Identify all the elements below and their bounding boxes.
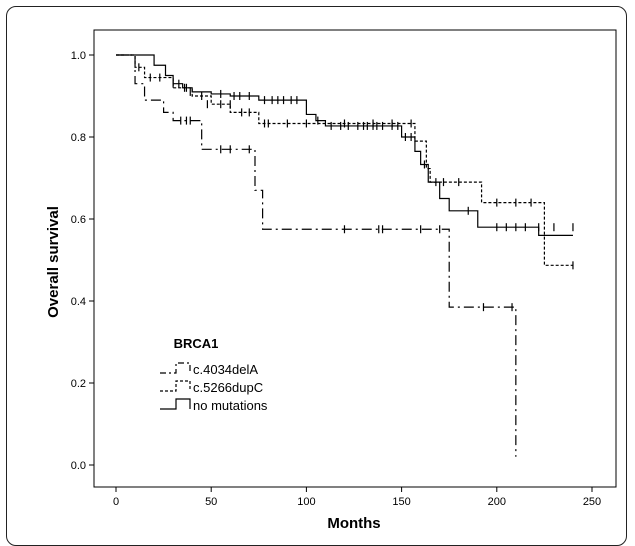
x-tick-label: 100 (297, 496, 315, 508)
series-line-c-5266dupc (116, 54, 573, 266)
legend-label: c.4034delA (193, 362, 258, 377)
series-line-c-4034dela (116, 54, 517, 457)
legend: BRCA1 c.4034delA c.5266dupC no mutations (160, 336, 268, 413)
y-tick-label: 0.8 (71, 132, 86, 144)
x-tick-label: 250 (583, 496, 601, 508)
y-tick-label: 0.0 (71, 460, 86, 472)
y-axis-title: Overall survival (45, 206, 62, 318)
x-tick-label: 200 (488, 496, 506, 508)
y-tick-label: 0.4 (71, 296, 86, 308)
x-tick-label: 150 (392, 496, 410, 508)
legend-label: c.5266dupC (193, 380, 263, 395)
legend-swatch (160, 362, 191, 374)
series-layer (116, 54, 574, 457)
chart-axes: 0 50 100 150 200 250 0.0 0.2 0.4 0.6 0.8 1.0 (71, 29, 617, 508)
legend-swatch (160, 380, 191, 392)
y-tick-label: 0.6 (71, 214, 86, 226)
x-axis-title: Months (327, 515, 380, 532)
y-tick-label: 0.2 (71, 378, 86, 390)
x-tick-label: 0 (113, 496, 119, 508)
x-tick-label: 50 (205, 496, 217, 508)
plot-frame (93, 29, 617, 488)
series-line-no-mutations (116, 54, 573, 236)
y-tick-label: 1.0 (71, 50, 86, 62)
legend-label: no mutations (193, 398, 268, 413)
legend-swatch (160, 398, 191, 410)
legend-title: BRCA1 (174, 336, 219, 351)
